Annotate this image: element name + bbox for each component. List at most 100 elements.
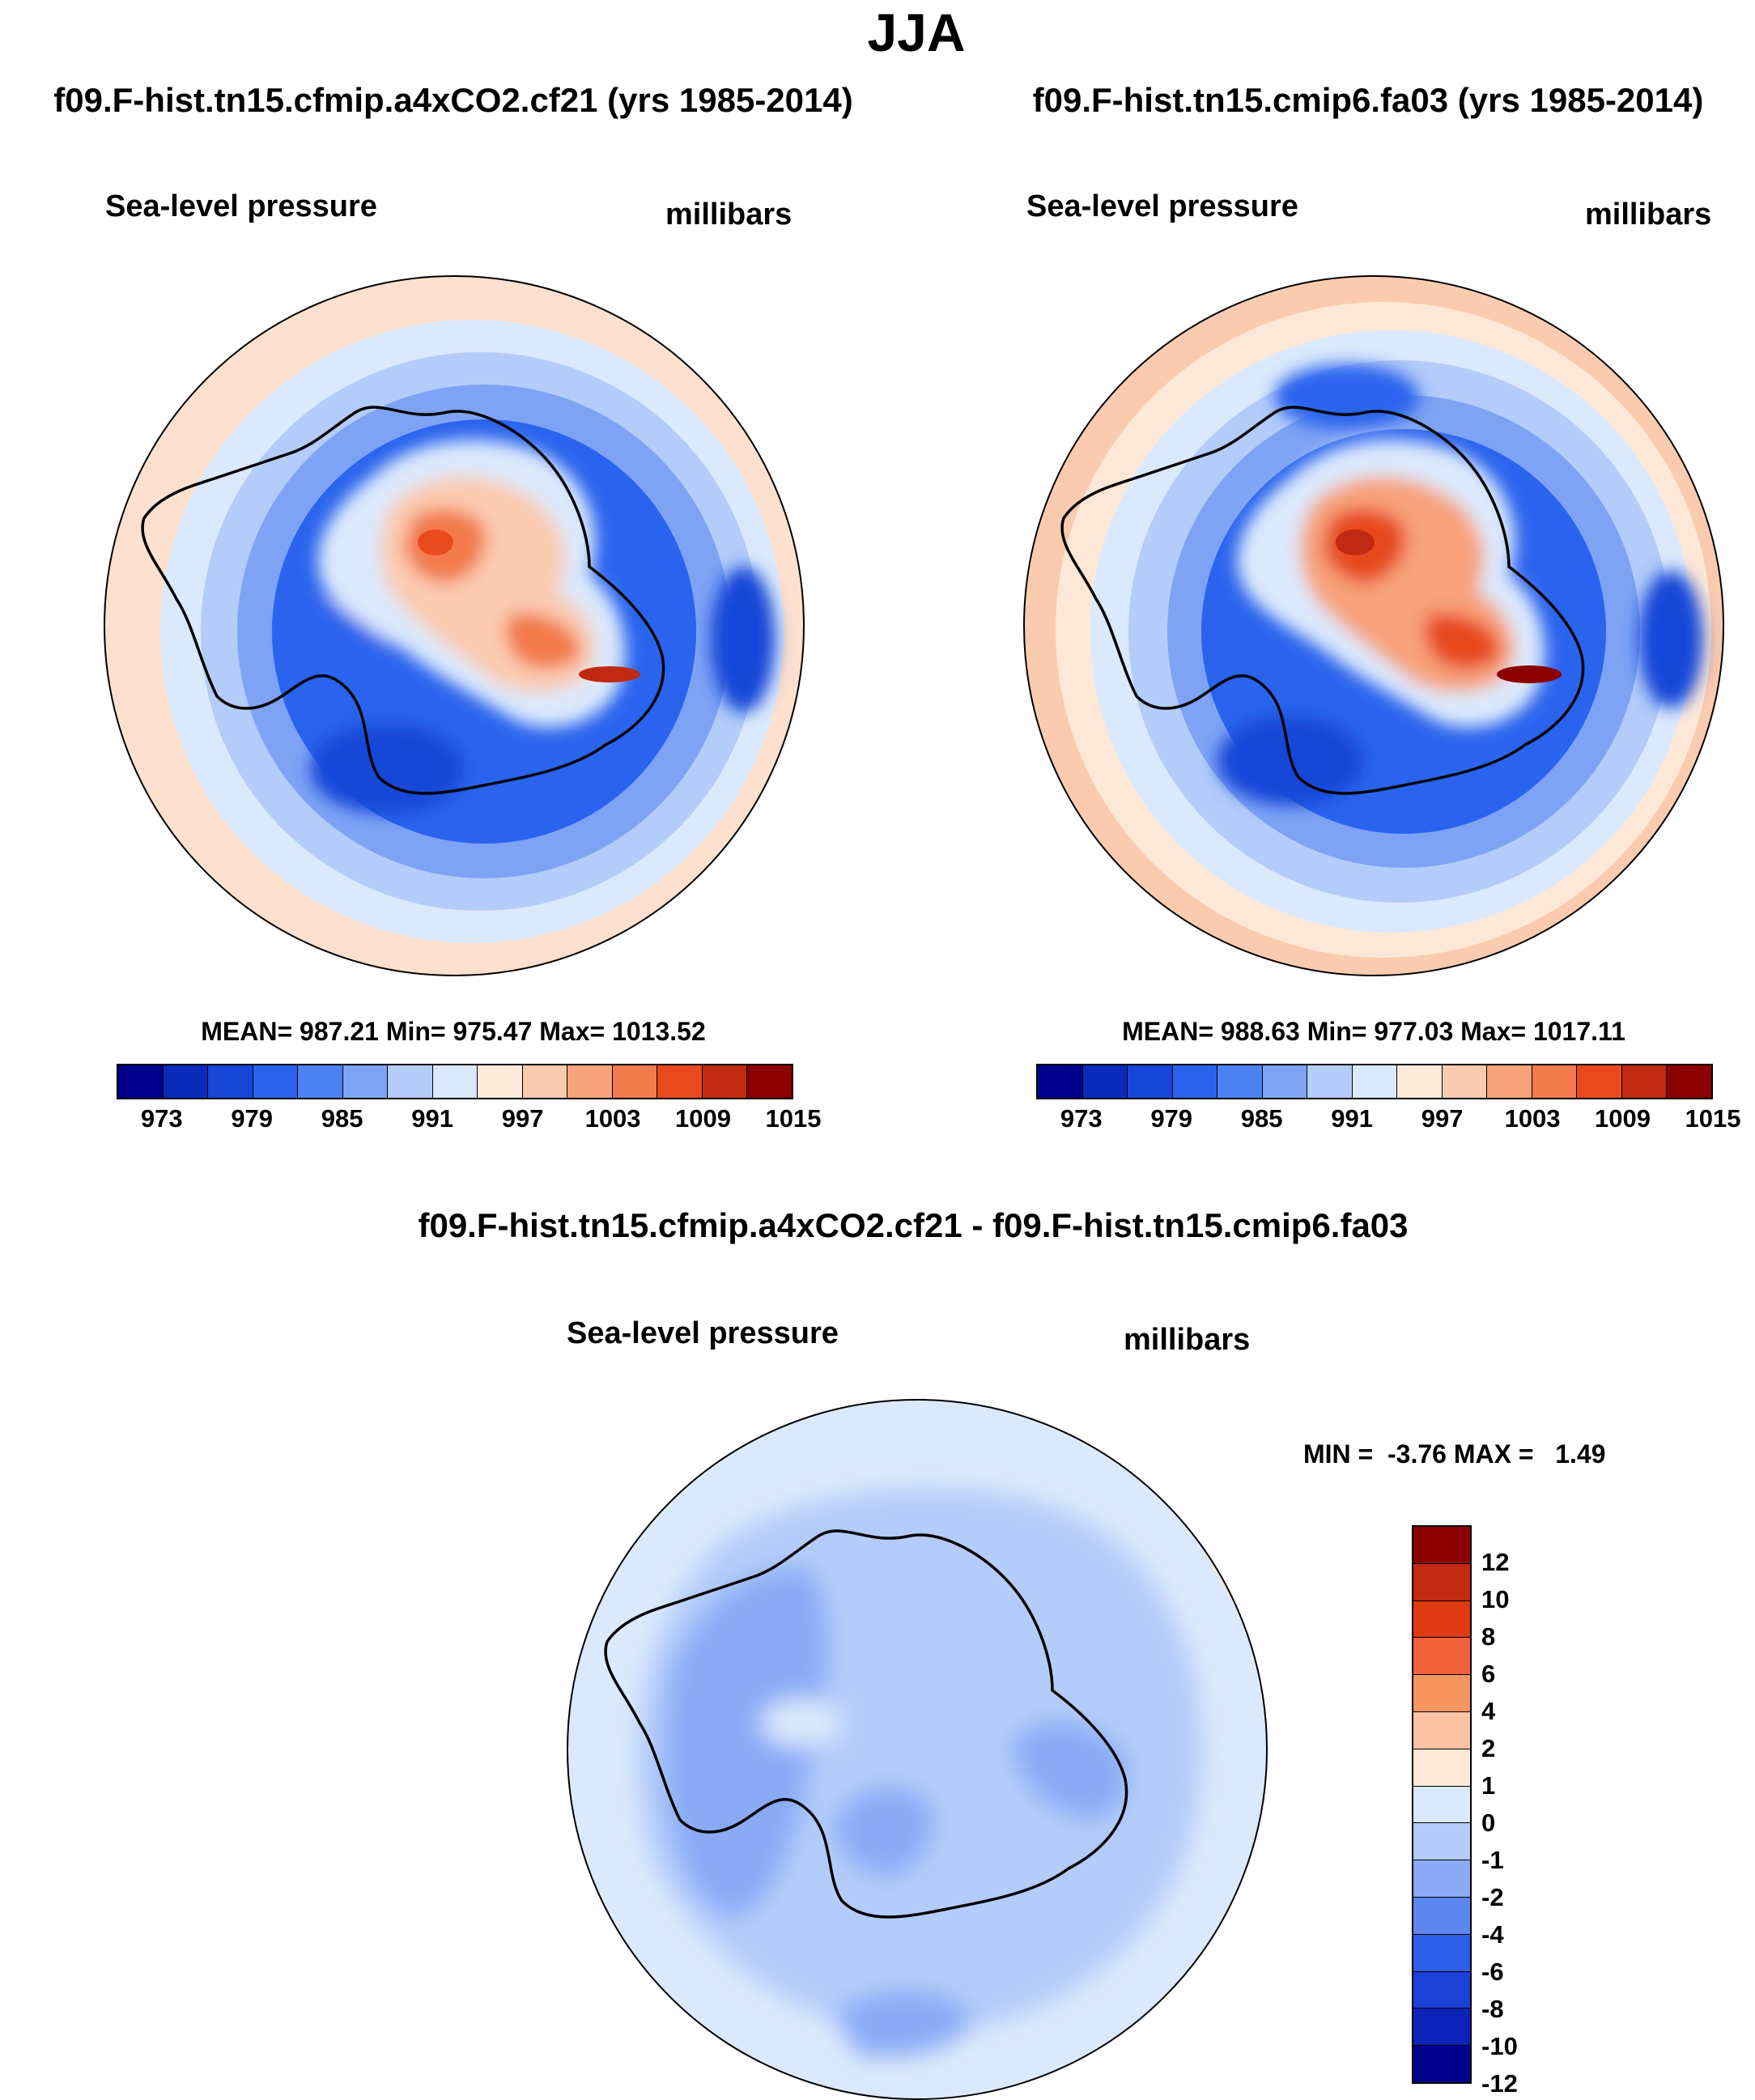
colorbar-tick-label: 991 [1331, 1104, 1373, 1133]
colorbar-swatch [1413, 2008, 1470, 2046]
colorbar-swatch [1413, 1711, 1470, 1749]
left-stats: MEAN= 987.21 Min= 975.47 Max= 1013.52 [201, 1017, 706, 1046]
colorbar-tick-label: 1003 [1504, 1104, 1561, 1133]
colorbar-swatch [1038, 1065, 1082, 1098]
colorbar-swatch [1413, 1748, 1470, 1786]
right-variable-label: Sea-level pressure [1026, 189, 1298, 223]
colorbar-swatch [1413, 1860, 1470, 1897]
right-coastline [1060, 406, 1585, 795]
colorbar-swatch [657, 1065, 702, 1098]
right-case-title: f09.F-hist.tn15.cmip6.fa03 (yrs 1985-201… [1032, 81, 1704, 119]
left-polar-map [104, 275, 805, 976]
colorbar-swatch [1576, 1065, 1621, 1098]
page-title: JJA [867, 2, 966, 62]
colorbar-swatch [1413, 1933, 1470, 1971]
right-colorbar: 973 979 985 991 997 1003 1009 1015 [1036, 1064, 1740, 1133]
colorbar-tick-label: 1015 [1685, 1104, 1741, 1133]
right-low-center-3 [1274, 364, 1420, 429]
colorbar-swatch [701, 1065, 747, 1098]
colorbar-swatch [1307, 1065, 1352, 1098]
colorbar-swatch [1413, 1785, 1470, 1823]
colorbar-swatch [1413, 1970, 1470, 2009]
colorbar-swatch [746, 1065, 792, 1098]
colorbar-swatch [162, 1065, 208, 1098]
diff-units-label: millibars [1124, 1323, 1251, 1357]
left-variable-label: Sea-level pressure [105, 189, 377, 223]
colorbar-tick-label: -2 [1481, 1883, 1504, 1911]
left-high-core-2 [579, 666, 640, 682]
colorbar-tick-label: 1 [1481, 1771, 1496, 1800]
colorbar-swatch [611, 1065, 657, 1098]
colorbar-swatch [118, 1065, 163, 1098]
colorbar-swatch [477, 1065, 522, 1098]
diff-polar-map [567, 1399, 1268, 2100]
colorbar-tick-label: 0 [1481, 1809, 1496, 1837]
colorbar-swatch [1486, 1065, 1532, 1098]
colorbar-swatch [1413, 1896, 1470, 1934]
colorbar-tick-label: 1003 [584, 1104, 641, 1133]
colorbar-swatch [1261, 1065, 1307, 1098]
colorbar-tick-label: 8 [1481, 1622, 1496, 1651]
colorbar-swatch [1127, 1065, 1172, 1098]
right-low-center-2 [1638, 571, 1703, 708]
diff-coastline [604, 1529, 1128, 1919]
colorbar-swatch [1413, 1674, 1470, 1711]
colorbar-swatch [1413, 1527, 1470, 1563]
colorbar-swatch [1666, 1065, 1711, 1098]
colorbar-swatch [1081, 1065, 1128, 1098]
diff-variable-label: Sea-level pressure [567, 1316, 839, 1350]
colorbar-tick-label: 991 [411, 1104, 453, 1133]
colorbar-swatch [1171, 1065, 1217, 1098]
colorbar-swatch [297, 1065, 342, 1098]
right-high-core-1 [1336, 529, 1375, 555]
colorbar-swatch [1413, 2045, 1470, 2082]
colorbar-swatch [1621, 1065, 1667, 1098]
diff-case-title: f09.F-hist.tn15.cfmip.a4xCO2.cf21 - f09.… [418, 1206, 1409, 1244]
left-colorbar: 973 979 985 991 997 1003 1009 1015 [117, 1064, 821, 1133]
right-stats: MEAN= 988.63 Min= 977.03 Max= 1017.11 [1122, 1017, 1625, 1046]
colorbar-tick-label: -4 [1481, 1920, 1504, 1949]
colorbar-tick-label: 973 [1060, 1104, 1103, 1133]
colorbar-tick-label: -6 [1481, 1958, 1504, 1986]
colorbar-swatch [1413, 1600, 1470, 1638]
left-units-label: millibars [665, 198, 793, 232]
colorbar-swatch [1413, 1562, 1470, 1601]
colorbar-tick-label: 12 [1481, 1548, 1510, 1576]
colorbar-tick-label: 985 [321, 1104, 363, 1133]
colorbar-tick-label: 10 [1481, 1585, 1510, 1613]
colorbar-tick-label: -1 [1481, 1846, 1504, 1874]
left-coastline [141, 406, 665, 795]
colorbar-tick-label: 973 [140, 1104, 183, 1133]
colorbar-tick-label: 6 [1481, 1660, 1496, 1688]
colorbar-swatch [1413, 1822, 1470, 1860]
colorbar-tick-label: 2 [1481, 1734, 1496, 1762]
colorbar-swatch [1217, 1065, 1262, 1098]
colorbar-swatch [1531, 1065, 1577, 1098]
colorbar-swatch [1396, 1065, 1442, 1098]
right-units-label: millibars [1585, 198, 1712, 232]
colorbar-swatch [431, 1065, 478, 1098]
colorbar-tick-label: -10 [1481, 2032, 1518, 2060]
colorbar-tick-label: 985 [1240, 1104, 1283, 1133]
colorbar-tick-label: 1009 [1595, 1104, 1651, 1133]
colorbar-tick-label: 1009 [675, 1104, 732, 1133]
colorbar-tick-label: 997 [501, 1104, 544, 1133]
colorbar-swatch [342, 1065, 388, 1098]
right-polar-map [1023, 275, 1724, 976]
left-case-title: f09.F-hist.tn15.cfmip.a4xCO2.cf21 (yrs 1… [53, 81, 853, 119]
colorbar-swatch [252, 1065, 298, 1098]
colorbar-tick-label: 997 [1421, 1104, 1464, 1133]
colorbar-swatch [1351, 1065, 1397, 1098]
right-high-core-2 [1497, 665, 1562, 683]
diff-stats: MIN = -3.76 MAX = 1.49 [1303, 1439, 1606, 1469]
left-low-center-1 [310, 725, 464, 814]
colorbar-swatch [567, 1065, 612, 1098]
colorbar-tick-label: -12 [1481, 2069, 1518, 2098]
left-low-center-2 [711, 567, 776, 712]
left-high-core-1 [418, 529, 453, 555]
colorbar-swatch [1413, 1637, 1470, 1675]
colorbar-swatch [521, 1065, 567, 1098]
colorbar-tick-label: 1015 [765, 1104, 822, 1133]
colorbar-tick-label: 979 [231, 1104, 274, 1133]
colorbar-tick-label: -8 [1481, 1995, 1504, 2023]
